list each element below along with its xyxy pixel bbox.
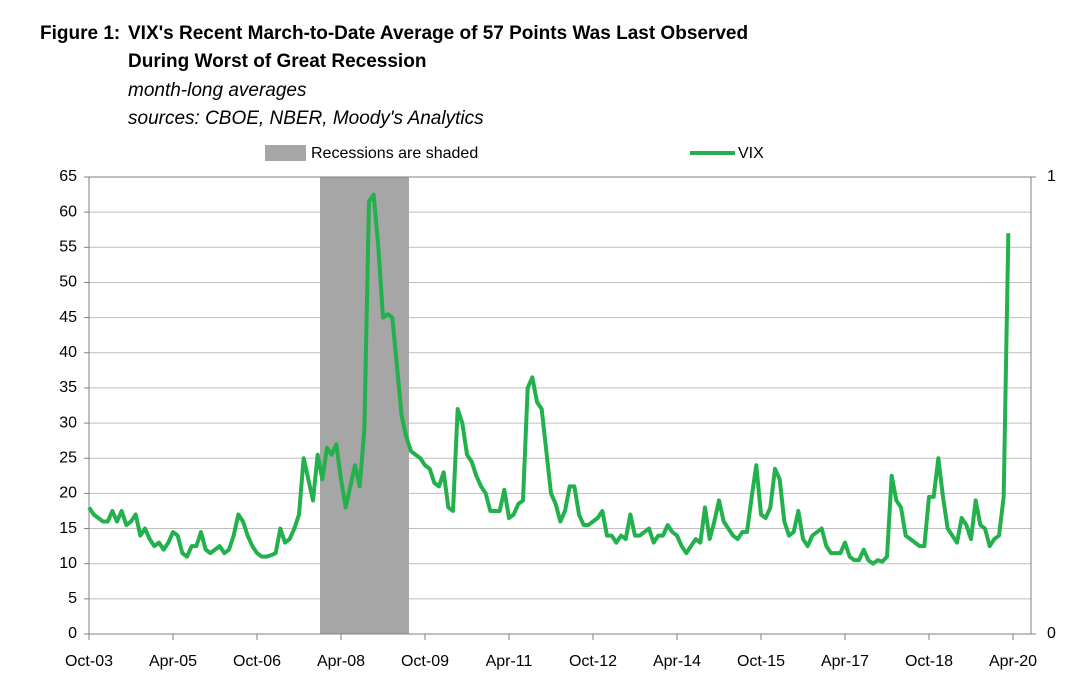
x-tick-label: Oct-15 [737,653,785,670]
recession-shade [371,177,377,634]
y-tick-label: 30 [59,414,77,431]
y-tick-label: 10 [59,555,77,572]
y-tick-label: 40 [59,344,77,361]
chart-title: During Worst of Great Recession [128,51,426,72]
recession-shade [404,177,409,634]
recession-shade [338,177,344,634]
vix-line [87,192,1011,566]
recession-shade [357,177,363,634]
y-tick-label: 60 [59,203,77,220]
x-tick-label: Oct-03 [65,653,113,670]
chart-title: VIX's Recent March-to-Date Average of 57… [128,23,748,44]
chart-subtitle: month-long averages [128,80,307,101]
x-tick-label: Apr-05 [149,653,197,670]
x-tick-label: Apr-14 [653,653,701,670]
recession-shade [348,177,353,634]
y2-tick-label: 0 [1047,625,1056,642]
legend-label: VIX [738,145,764,162]
recession-shade [394,177,400,634]
recession-shade [329,177,335,634]
y-tick-label: 25 [59,449,77,466]
recession-shade [320,177,325,634]
y-tick-label: 50 [59,274,77,291]
recession-shade [343,177,349,634]
figure-label: Figure 1: [40,23,120,44]
recession-shade [380,177,386,634]
recession-shade [385,177,391,634]
recession-shade [376,177,381,634]
x-tick-label: Apr-20 [989,653,1037,670]
recession-shade [352,177,358,634]
x-tick-label: Apr-08 [317,653,365,670]
recession-shade [334,177,339,634]
x-tick-label: Apr-17 [821,653,869,670]
x-tick-label: Oct-12 [569,653,617,670]
legend-label: Recessions are shaded [311,145,478,162]
legend-swatch [265,145,306,161]
recession-shade [324,177,330,634]
recession-shade [366,177,372,634]
y-tick-label: 0 [68,625,77,642]
y-tick-label: 35 [59,379,77,396]
x-tick-label: Oct-09 [401,653,449,670]
recession-shade [390,177,395,634]
y2-tick-label: 1 [1047,168,1056,185]
y-tick-label: 65 [59,168,77,185]
x-tick-label: Oct-06 [233,653,281,670]
x-tick-label: Oct-18 [905,653,953,670]
x-tick-label: Apr-11 [486,653,533,670]
chart-subtitle: sources: CBOE, NBER, Moody's Analytics [128,108,484,129]
y-tick-label: 20 [59,485,77,502]
y-tick-label: 5 [68,590,77,607]
y-tick-label: 15 [59,520,77,537]
y-tick-label: 55 [59,239,77,256]
y-tick-label: 45 [59,309,77,326]
